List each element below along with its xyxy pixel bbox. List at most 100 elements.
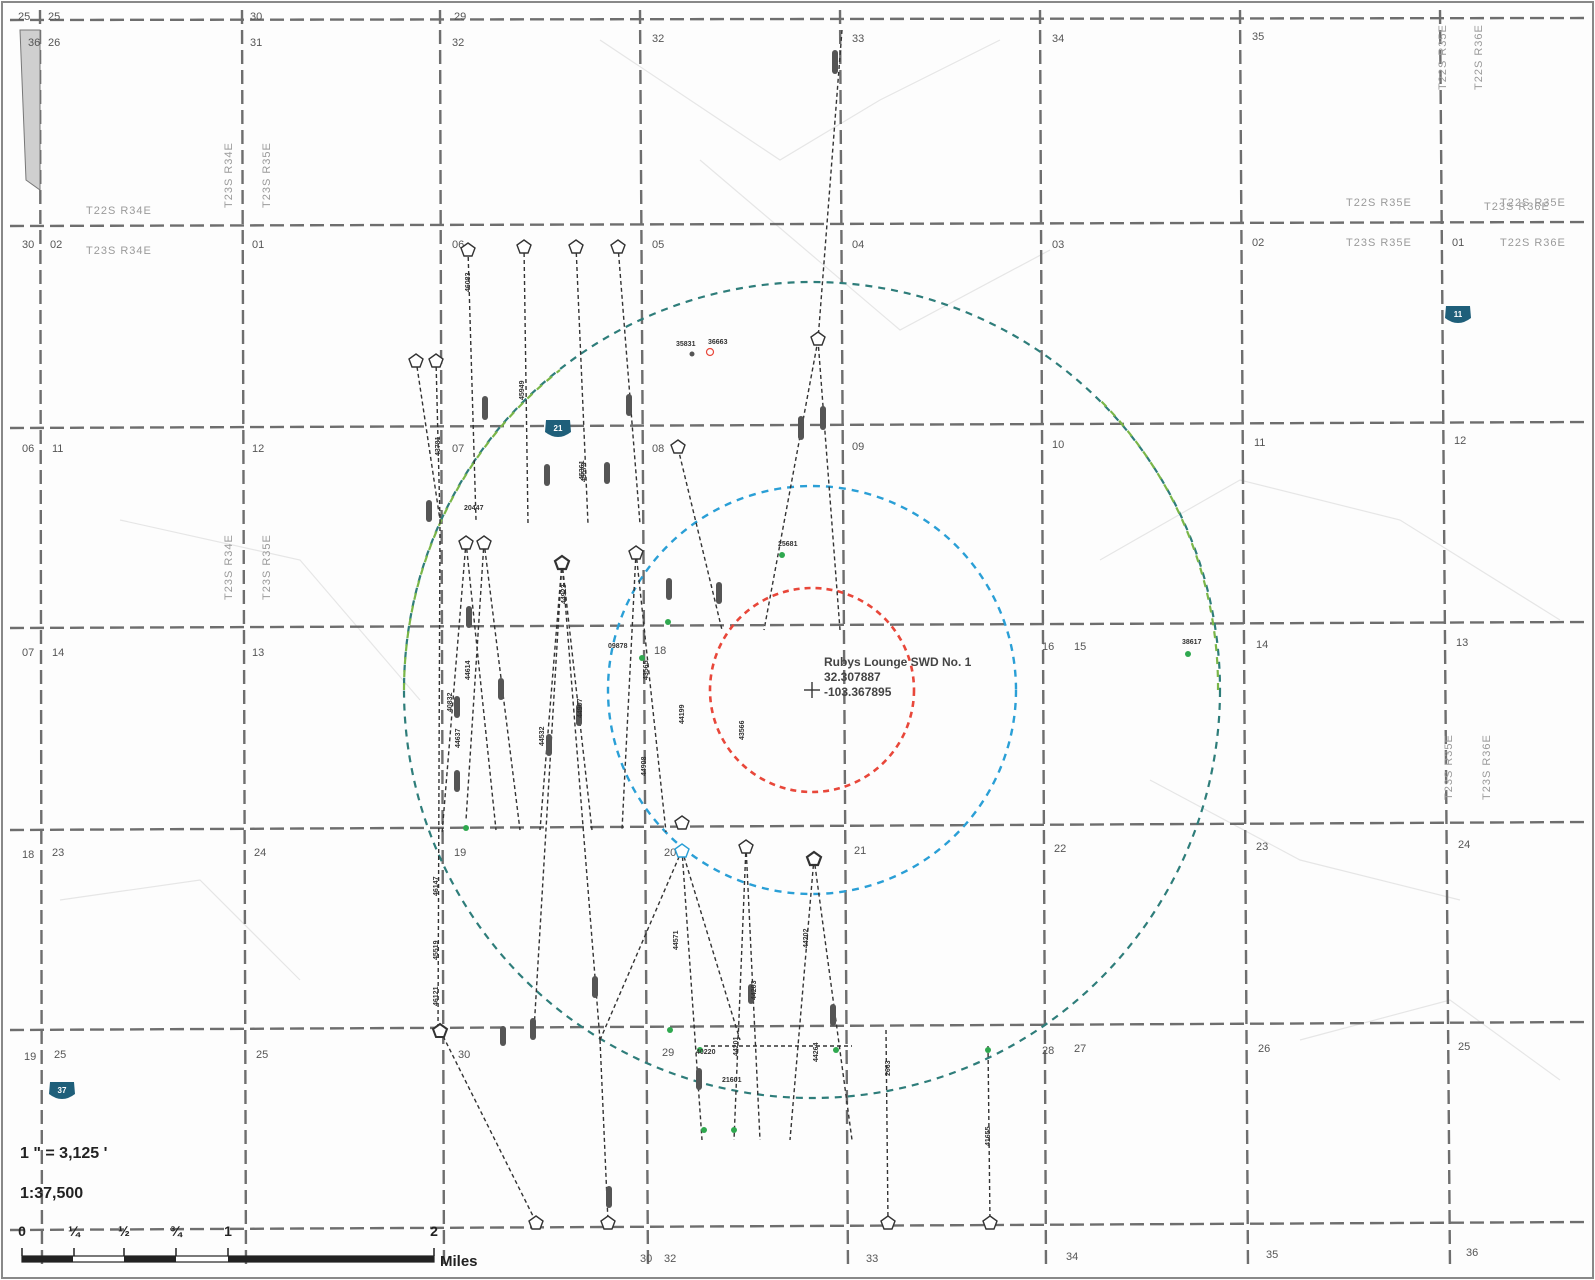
township-label: T22S R36E — [1473, 24, 1485, 90]
township-label: T22S R35E — [1346, 197, 1412, 209]
section-label: 36 — [1466, 1247, 1478, 1259]
highway-shield-label: 21 — [554, 424, 563, 433]
township-label: T23S R35E — [261, 534, 273, 600]
scale-units: Miles — [440, 1253, 478, 1270]
section-label: 35 — [1266, 1249, 1278, 1261]
section-label: 09 — [852, 441, 864, 453]
scale-tick-label: 2 — [430, 1223, 438, 1239]
well-label: 44614 — [465, 660, 472, 680]
section-label: 34 — [1066, 1251, 1078, 1263]
section-label: 29 — [662, 1047, 674, 1059]
highway-shield-label: 11 — [1454, 310, 1463, 319]
well-label: 35831 — [676, 341, 696, 348]
township-label: T23S R34E — [86, 245, 152, 257]
well-label: 43573 — [581, 462, 588, 482]
scale-tick-label: 0 — [18, 1223, 26, 1239]
township-labels: T22S R34E T23S R34E T23S R34E T23S R35E T22S… — [86, 24, 1566, 800]
well-pads — [408, 239, 998, 1230]
section-label: 30 — [22, 239, 34, 251]
section-label: 30 — [458, 1049, 470, 1061]
scale-tick-label: ¾ — [170, 1223, 183, 1239]
site-longitude: -103.367895 — [824, 685, 892, 699]
well-label: 45519 — [433, 940, 440, 960]
section-label: 19 — [24, 1051, 36, 1063]
well-label: 41655 — [985, 1126, 992, 1146]
section-label: 18 — [654, 645, 666, 657]
well-label: 46083 — [465, 272, 472, 292]
section-label: 14 — [52, 647, 64, 659]
well-label: 44571 — [673, 930, 680, 950]
section-label: 01 — [252, 239, 264, 251]
section-label: 11 — [1254, 437, 1265, 449]
well-label: 44199 — [679, 704, 686, 724]
well-label: 21601 — [722, 1077, 742, 1084]
section-label: 07 — [22, 647, 34, 659]
well-label: 43781 — [435, 436, 442, 456]
section-label: 19 — [454, 847, 466, 859]
well-label: 2663 — [885, 1060, 892, 1076]
well-label: 44532 — [539, 726, 546, 746]
section-label: 26 — [48, 37, 60, 49]
scale-tick-label: 1 — [224, 1223, 232, 1239]
section-label: 35 — [1252, 31, 1264, 43]
highway-shield-icon: 11 — [1445, 306, 1471, 323]
section-label: 22 — [1054, 843, 1066, 855]
well-label: 44202 — [803, 928, 810, 948]
township-label: T22S R34E — [86, 205, 152, 217]
section-label: 21 — [854, 845, 866, 857]
site-marker: Rubys Lounge SWD No. 1 32.307887 -103.36… — [804, 655, 972, 699]
section-label: 13 — [252, 647, 264, 659]
highway-shield-icon: 37 — [49, 1082, 75, 1099]
township-label: T22S R35E — [1500, 197, 1566, 209]
scale-bar-seg-1 — [22, 1256, 73, 1262]
well-label: 44201 — [733, 1036, 740, 1056]
highway-shield-label: 37 — [58, 1086, 67, 1095]
highway-shields: 11 21 37 — [49, 306, 1471, 1099]
section-label: 03 — [1052, 239, 1064, 251]
highway-shield-icon: 21 — [545, 420, 571, 437]
section-label: 11 — [52, 443, 63, 455]
section-label: 10 — [1052, 439, 1064, 451]
section-label: 25 — [48, 11, 60, 23]
section-label: 31 — [250, 37, 262, 49]
outer-ring-green-arc — [402, 369, 561, 691]
township-label: T23S R35E — [261, 142, 273, 208]
site-latitude: 32.307887 — [824, 670, 881, 684]
site-name: Rubys Lounge SWD No. 1 — [824, 655, 972, 669]
section-label: 23 — [1256, 841, 1268, 853]
well-label: 25681 — [778, 541, 798, 548]
section-label: 28 — [1042, 1045, 1054, 1057]
scale-inch-ratio: 1 " = 3,125 ' — [20, 1145, 107, 1162]
section-label: 30 — [640, 1253, 652, 1265]
township-label: T23S R36E — [1481, 734, 1493, 800]
section-label: 02 — [50, 239, 62, 251]
section-label: 04 — [852, 239, 864, 251]
well-label: 43565 — [643, 660, 650, 680]
middle-radius-ring — [606, 484, 1018, 896]
outer-radius-ring — [402, 280, 1222, 1100]
well-label: 45361 — [579, 460, 586, 480]
section-label: 15 — [1074, 641, 1086, 653]
section-label: 25 — [18, 11, 30, 23]
road-traces — [59, 39, 1561, 1081]
section-label: 25 — [256, 1049, 268, 1061]
inner-radius-ring — [708, 586, 916, 794]
section-label: 12 — [252, 443, 264, 455]
north-arrow-icon — [19, 29, 41, 191]
scale-tick-label: ½ — [118, 1223, 130, 1239]
section-label: 32 — [452, 37, 464, 49]
well-marker-35831 — [689, 347, 715, 357]
township-label: T23S R34E — [223, 534, 235, 600]
well-label: 09878 — [608, 643, 628, 650]
section-label: 33 — [866, 1253, 878, 1265]
township-label: T22S R35E — [1437, 24, 1449, 90]
section-label: 02 — [1252, 237, 1264, 249]
section-label: 24 — [1458, 839, 1470, 851]
well-label: 45949 — [519, 380, 526, 400]
section-label: 14 — [1256, 639, 1268, 651]
section-label: 29 — [454, 11, 466, 23]
section-label: 12 — [1454, 435, 1466, 447]
